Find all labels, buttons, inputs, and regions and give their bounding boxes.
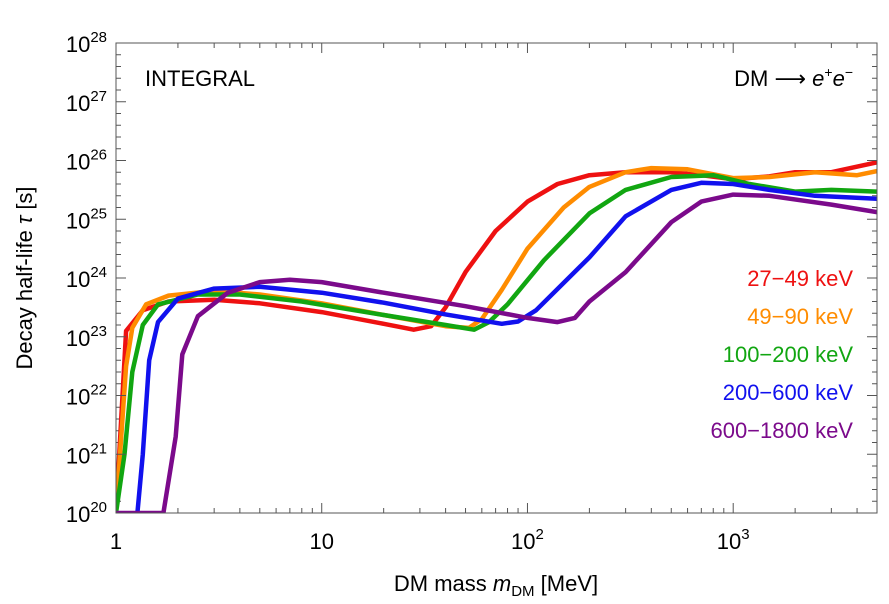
y-tick-label: 1024 xyxy=(66,264,107,292)
y-tick-label: 1021 xyxy=(66,440,107,468)
y-tick-label: 1020 xyxy=(66,499,107,527)
series-line-1 xyxy=(116,165,877,513)
series-line-4 xyxy=(116,192,877,513)
legend: 27−49 keV 49−90 keV 100−200 keV 200−600 keV… xyxy=(710,266,853,443)
legend-entry-3: 200−600 keV xyxy=(723,380,854,405)
y-tick-label: 1028 xyxy=(66,29,107,57)
series-line-3 xyxy=(135,180,877,513)
y-tick-label: 1025 xyxy=(66,205,107,233)
x-tick-label: 10 xyxy=(309,529,333,554)
x-tick-label: 103 xyxy=(717,526,750,554)
x-tick-label: 102 xyxy=(511,526,544,554)
y-tick-label: 1027 xyxy=(66,88,107,116)
series-line-0 xyxy=(116,160,877,513)
y-tick-label: 1022 xyxy=(66,382,107,410)
y-axis-label: Decay half-life τ [s] xyxy=(12,186,37,369)
series-line-2 xyxy=(116,172,877,513)
y-tick-label: 1023 xyxy=(66,323,107,351)
legend-entry-0: 27−49 keV xyxy=(747,266,853,291)
legend-entry-1: 49−90 keV xyxy=(747,304,853,329)
series-layer xyxy=(116,160,877,513)
legend-entry-2: 100−200 keV xyxy=(723,342,854,367)
annotation-channel: DM ⟶ e+e− xyxy=(734,64,853,91)
x-axis-label: DM mass mDM [MeV] xyxy=(394,571,598,600)
y-tick-label: 1026 xyxy=(66,147,107,175)
x-tick-label: 1 xyxy=(110,529,122,554)
major-ticks xyxy=(115,42,877,514)
annotation-integral: INTEGRAL xyxy=(145,66,255,91)
x-tick-labels: 1 10 102 103 xyxy=(110,526,750,554)
legend-entry-4: 600−1800 keV xyxy=(710,418,853,443)
y-tick-labels: 1020 1021 1022 1023 1024 1025 1026 1027 1028 xyxy=(66,29,107,527)
